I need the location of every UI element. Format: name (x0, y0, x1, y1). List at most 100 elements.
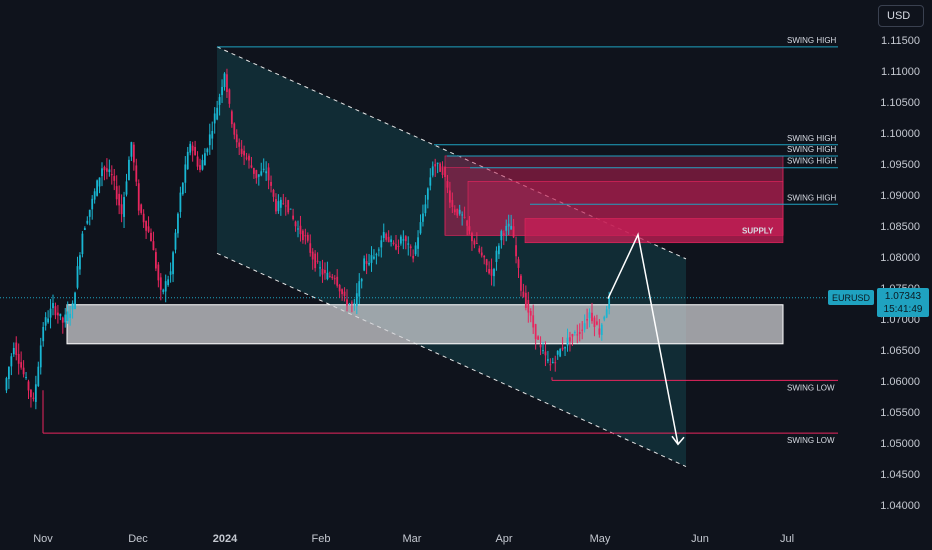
candle-body (123, 197, 125, 217)
candle-body (91, 198, 94, 210)
candle-body (181, 182, 184, 195)
candle-body (20, 362, 23, 368)
candle-body (358, 281, 361, 297)
candle-body (360, 278, 363, 282)
candle-body (216, 107, 219, 120)
candle-body (5, 378, 8, 391)
candle-body (505, 225, 508, 231)
price-tick-label: 1.10000 (880, 128, 920, 140)
candle-body (549, 364, 552, 366)
time-tick-label: 2024 (213, 533, 238, 545)
candle-body (150, 232, 152, 242)
candle-body (83, 228, 86, 231)
candle-body (522, 291, 525, 298)
swing-label: SWING HIGH (787, 193, 837, 202)
candle-body (402, 239, 405, 241)
descending-channel (216, 46, 687, 468)
candle-body (88, 209, 91, 217)
time-tick-label: May (590, 533, 611, 545)
candle-body (485, 259, 488, 266)
candle-body (118, 193, 121, 206)
candle-body (245, 157, 248, 159)
candle-body (32, 397, 35, 399)
candle-body (566, 337, 569, 346)
candle-body (439, 163, 441, 172)
candle-body (12, 348, 15, 355)
candle-body (588, 312, 591, 319)
candle-body (424, 204, 427, 214)
candle-body (382, 232, 385, 238)
price-tick-label: 1.08000 (880, 252, 920, 264)
candle-body (130, 142, 133, 157)
candle-body (377, 249, 380, 251)
candle-body (311, 251, 314, 260)
projection-path (607, 232, 685, 446)
candle-body (25, 376, 27, 378)
candle-body (255, 170, 258, 179)
candle-body (270, 181, 272, 186)
candle-body (113, 176, 116, 181)
price-tick-label: 1.06000 (880, 376, 920, 388)
price-tick-label: 1.09000 (880, 190, 920, 202)
candle-body (240, 148, 243, 155)
candle-body (250, 165, 253, 168)
candle-body (422, 213, 424, 222)
candle-body (537, 336, 539, 340)
candle-body (302, 230, 304, 241)
currency-button[interactable]: USD (878, 5, 924, 27)
candle-body (267, 167, 270, 181)
candle-body (529, 310, 532, 316)
price-tick-label: 1.05000 (880, 438, 920, 450)
candle-body (343, 291, 346, 296)
projection-line (607, 232, 679, 445)
candle-body (284, 205, 287, 207)
symbol-tag: EURUSD (828, 290, 874, 305)
candle-body (74, 292, 76, 310)
candle-body (223, 73, 226, 88)
candle-body (539, 344, 542, 348)
candle-body (593, 317, 596, 327)
candle-body (152, 241, 155, 251)
candle-body (110, 174, 113, 176)
channel-upper-line (216, 46, 687, 260)
candle-body (37, 366, 40, 387)
candle-body (351, 302, 353, 304)
candle-body (370, 255, 373, 263)
candle-body (488, 268, 490, 274)
candle-body (194, 146, 196, 156)
candle-body (248, 155, 250, 161)
time-tick-label: Dec (128, 533, 148, 545)
candle-body (451, 200, 454, 207)
candle-body (86, 220, 89, 224)
candle-body (436, 162, 439, 164)
candle-body (414, 245, 417, 255)
candle-body (238, 142, 241, 147)
candle-body (598, 328, 601, 335)
candle-body (461, 214, 464, 216)
candle-body (157, 264, 160, 281)
candle-body (179, 192, 182, 212)
price-tick-label: 1.11500 (881, 35, 920, 47)
candle-body (172, 252, 174, 275)
candle-body (466, 220, 468, 226)
last-price-tag: 1.07343 15:41:49 (877, 288, 929, 317)
candle-body (297, 228, 299, 230)
candle-body (218, 97, 221, 105)
channel-fill (217, 46, 686, 467)
candle-body (495, 250, 498, 262)
candle-body (500, 231, 503, 241)
candle-body (57, 312, 59, 316)
supply-box (524, 218, 784, 244)
candle-body (373, 256, 375, 259)
candle-body (387, 236, 390, 243)
candle-body (34, 384, 37, 402)
candle-body (81, 233, 84, 255)
channel-lower-line (216, 252, 687, 468)
candle-body (385, 233, 388, 240)
candle-body (208, 134, 211, 146)
candle-body (206, 148, 209, 153)
candle-body (328, 275, 331, 277)
candle-body (228, 89, 231, 104)
candle-body (101, 168, 103, 177)
